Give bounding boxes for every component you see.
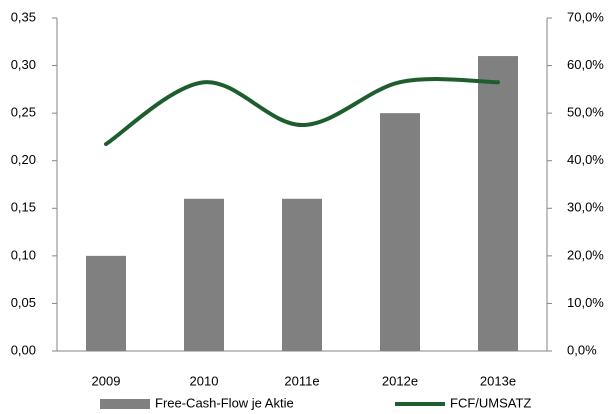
legend-label: Free-Cash-Flow je Aktie [155,395,294,410]
x-tick-label: 2010 [190,373,219,388]
y2-tick-label: 70,0% [567,9,604,24]
x-tick-label: 2011e [284,373,319,388]
y2-tick-label: 20,0% [567,247,604,262]
y-tick-label: 0,30 [11,57,36,72]
y2-tick-label: 30,0% [567,200,604,215]
bar [478,56,518,352]
y2-tick-label: 50,0% [567,105,604,120]
x-tick-label: 2013e [480,373,516,388]
y2-tick-label: 60,0% [567,57,604,72]
y2-tick-label: 40,0% [567,152,604,167]
y2-tick-label: 0,0% [567,342,597,357]
y-tick-label: 0,05 [11,295,36,310]
y-tick-label: 0,10 [11,247,36,262]
line [104,77,500,147]
y2-tick-label: 10,0% [567,295,604,310]
y-tick-label: 0,20 [11,152,36,167]
y-tick-label: 0,00 [11,342,36,357]
y-tick-label: 0,35 [11,9,36,24]
x-tick-label: 2009 [92,373,121,388]
legend-label: FCF/UMSATZ [450,395,531,410]
bar [380,113,420,352]
y-tick-label: 0,15 [11,200,36,215]
legend-swatch [100,399,150,409]
bar [86,255,126,351]
bar [184,198,224,351]
y-tick-label: 0,25 [11,105,36,120]
bar [282,198,322,351]
x-tick-label: 2012e [382,373,418,388]
